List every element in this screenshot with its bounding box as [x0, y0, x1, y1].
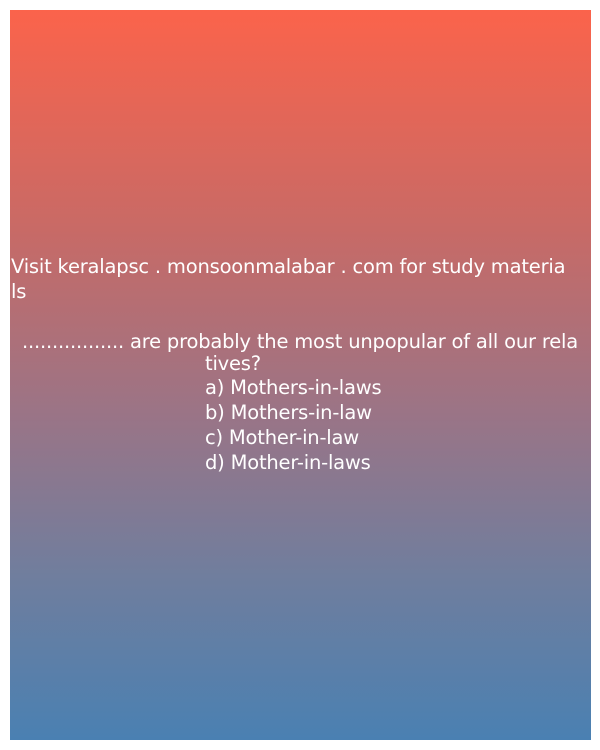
option-d: d) Mother-in-laws	[205, 451, 371, 474]
promo-text-line-2: ls	[11, 280, 27, 303]
question-text-line-1: ................. are probably the most …	[22, 330, 578, 353]
promo-text-line-1: Visit keralapsc . monsoonmalabar . com f…	[11, 255, 566, 278]
option-a: a) Mothers-in-laws	[205, 376, 382, 399]
question-text-line-2: tives?	[205, 352, 261, 375]
option-b: b) Mothers-in-law	[205, 401, 372, 424]
question-card: Visit keralapsc . monsoonmalabar . com f…	[10, 10, 591, 740]
option-c: c) Mother-in-law	[205, 426, 360, 449]
